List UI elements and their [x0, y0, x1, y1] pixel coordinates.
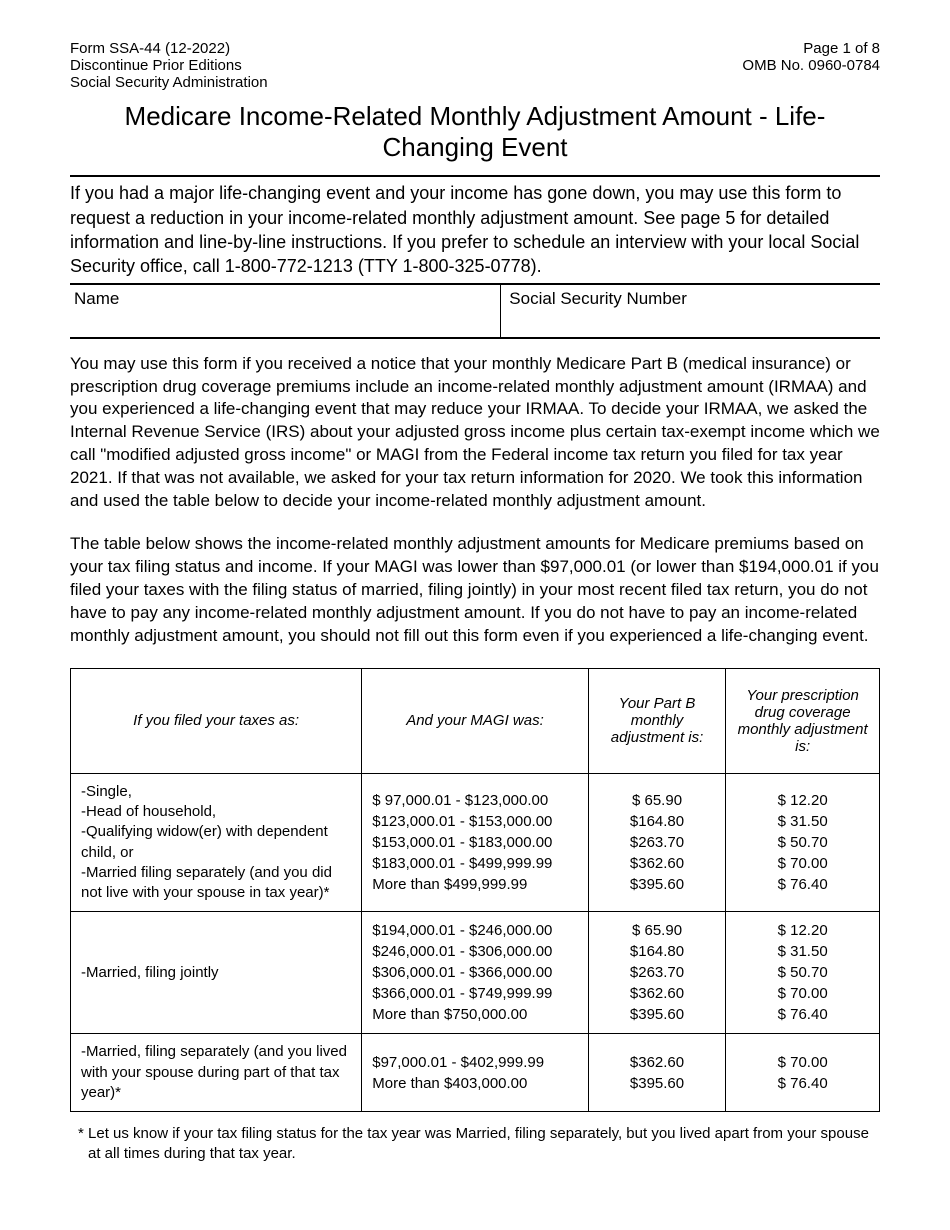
- table-row: -Single,-Head of household,-Qualifying w…: [71, 773, 880, 912]
- cell-magi: $ 97,000.01 - $123,000.00$123,000.01 - $…: [362, 773, 589, 912]
- page-info: Page 1 of 8: [742, 40, 880, 57]
- body-paragraph-1: You may use this form if you received a …: [70, 353, 880, 514]
- table-header-row: If you filed your taxes as: And your MAG…: [71, 668, 880, 773]
- header-left: Form SSA-44 (12-2022) Discontinue Prior …: [70, 40, 268, 91]
- form-agency: Social Security Administration: [70, 74, 268, 91]
- table-row: -Married, filing jointly $194,000.01 - $…: [71, 912, 880, 1034]
- form-id: Form SSA-44 (12-2022): [70, 40, 268, 57]
- footnote: * Let us know if your tax filing status …: [70, 1124, 880, 1163]
- cell-partb: $ 65.90$164.80$263.70$362.60$395.60: [588, 773, 726, 912]
- omb-number: OMB No. 0960-0784: [742, 57, 880, 74]
- name-field-label[interactable]: Name: [70, 285, 500, 337]
- col-header-filing: If you filed your taxes as:: [71, 668, 362, 773]
- cell-filing: -Married, filing separately (and you liv…: [71, 1034, 362, 1112]
- cell-drug: $ 12.20$ 31.50$ 50.70$ 70.00$ 76.40: [726, 773, 880, 912]
- irmaa-table: If you filed your taxes as: And your MAG…: [70, 668, 880, 1112]
- col-header-partb: Your Part B monthly adjustment is:: [588, 668, 726, 773]
- name-ssn-row: Name Social Security Number: [70, 285, 880, 339]
- ssn-field-label[interactable]: Social Security Number: [500, 285, 880, 337]
- cell-drug: $ 12.20$ 31.50$ 50.70$ 70.00$ 76.40: [726, 912, 880, 1034]
- cell-partb: $362.60$395.60: [588, 1034, 726, 1112]
- form-discontinue: Discontinue Prior Editions: [70, 57, 268, 74]
- form-title: Medicare Income-Related Monthly Adjustme…: [70, 101, 880, 163]
- cell-drug: $ 70.00$ 76.40: [726, 1034, 880, 1112]
- cell-filing: -Single,-Head of household,-Qualifying w…: [71, 773, 362, 912]
- intro-paragraph: If you had a major life-changing event a…: [70, 175, 880, 284]
- cell-partb: $ 65.90$164.80$263.70$362.60$395.60: [588, 912, 726, 1034]
- body-paragraph-2: The table below shows the income-related…: [70, 533, 880, 648]
- table-row: -Married, filing separately (and you liv…: [71, 1034, 880, 1112]
- cell-filing: -Married, filing jointly: [71, 912, 362, 1034]
- header-right: Page 1 of 8 OMB No. 0960-0784: [742, 40, 880, 91]
- col-header-magi: And your MAGI was:: [362, 668, 589, 773]
- col-header-drug: Your prescription drug coverage monthly …: [726, 668, 880, 773]
- cell-magi: $97,000.01 - $402,999.99More than $403,0…: [362, 1034, 589, 1112]
- cell-magi: $194,000.01 - $246,000.00$246,000.01 - $…: [362, 912, 589, 1034]
- table-body: -Single,-Head of household,-Qualifying w…: [71, 773, 880, 1111]
- form-header: Form SSA-44 (12-2022) Discontinue Prior …: [70, 40, 880, 91]
